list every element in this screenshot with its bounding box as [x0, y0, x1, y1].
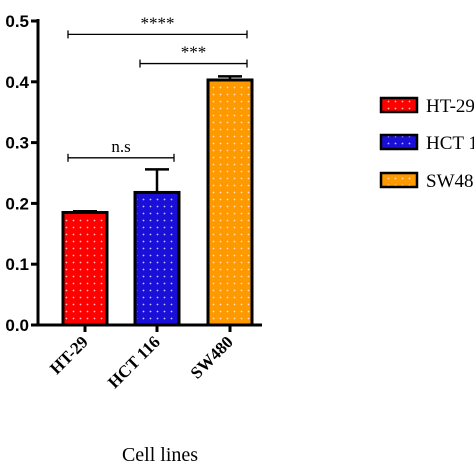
x-axis-title: Cell lines	[122, 444, 198, 466]
y-tick-label: 0.0	[5, 316, 29, 335]
significance-label: ***	[181, 43, 207, 62]
x-tick-label: HT-29	[46, 332, 92, 378]
legend-swatch-texture	[382, 99, 416, 111]
x-tick-label: HCT 116	[104, 332, 164, 392]
legend-label: HCT 116	[426, 133, 474, 154]
significance-label: n.s	[111, 137, 130, 156]
y-tick-label: 0.4	[5, 73, 29, 92]
legend-swatch-texture	[382, 174, 416, 186]
significance-label: ****	[141, 13, 175, 32]
legend-label: SW480	[426, 171, 474, 192]
bars	[61, 75, 254, 327]
legend-swatch-texture	[382, 136, 416, 148]
bar-texture	[210, 81, 250, 323]
legend: HT-29 HCT 116 SW480	[379, 96, 474, 192]
y-tick-label: 0.2	[5, 194, 29, 213]
bar-texture	[65, 214, 105, 323]
y-tick-label: 0.1	[5, 255, 29, 274]
significance-brackets: n.s*******	[67, 13, 248, 162]
bar-texture	[137, 194, 177, 323]
y-tick-label: 0.5	[5, 12, 29, 31]
y-tick-label: 0.3	[5, 134, 29, 153]
legend-label: HT-29	[426, 96, 474, 117]
x-tick-label: SW480	[187, 332, 237, 382]
